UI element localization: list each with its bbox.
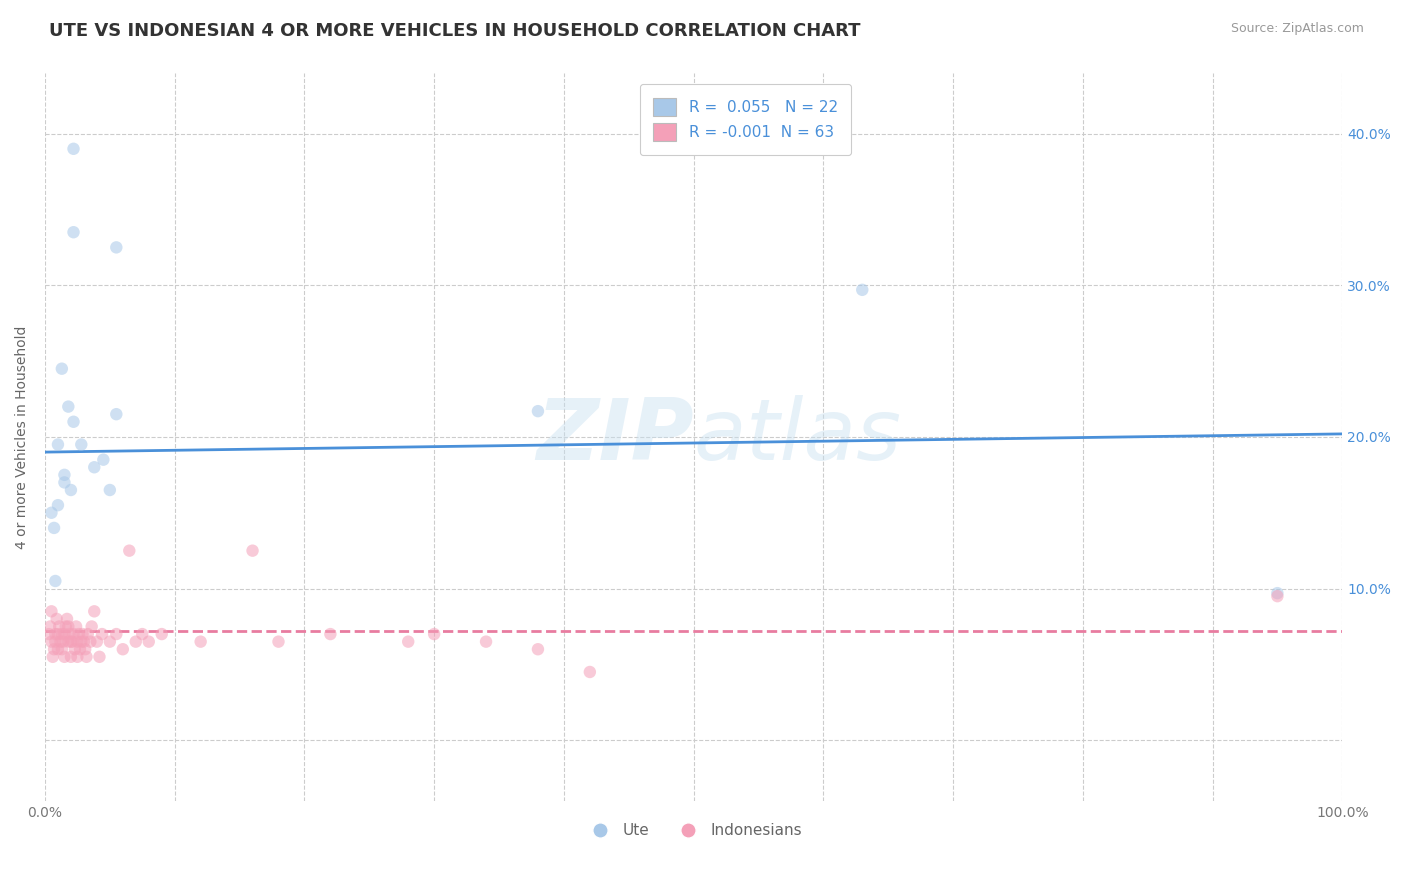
Text: Source: ZipAtlas.com: Source: ZipAtlas.com [1230, 22, 1364, 36]
Point [62, 225, 84, 239]
Point [111, 642, 134, 657]
Point [63, 642, 86, 657]
Point [42, 649, 65, 664]
Point [242, 543, 264, 558]
Point [138, 634, 160, 648]
Point [62, 627, 84, 641]
Point [423, 627, 446, 641]
Point [46, 627, 69, 641]
Point [46, 642, 69, 657]
Point [53, 467, 76, 482]
Point [59, 634, 82, 648]
Point [53, 627, 76, 641]
Point [105, 407, 128, 421]
Point [475, 634, 498, 648]
Point [51, 361, 73, 376]
Point [41, 506, 63, 520]
Point [46, 498, 69, 512]
Point [1267, 589, 1289, 603]
Point [150, 627, 173, 641]
Point [527, 404, 550, 418]
Point [62, 415, 84, 429]
Point [93, 452, 115, 467]
Point [39, 619, 62, 633]
Point [851, 283, 873, 297]
Point [75, 642, 97, 657]
Y-axis label: 4 or more Vehicles in Household: 4 or more Vehicles in Household [15, 326, 30, 549]
Point [44, 627, 66, 641]
Point [131, 627, 153, 641]
Point [66, 649, 89, 664]
Text: ZIP: ZIP [536, 395, 693, 478]
Point [579, 665, 602, 679]
Point [44, 634, 66, 648]
Point [1267, 586, 1289, 600]
Point [45, 612, 67, 626]
Point [51, 627, 73, 641]
Point [42, 642, 65, 657]
Point [91, 627, 114, 641]
Point [59, 483, 82, 497]
Legend: Ute, Indonesians: Ute, Indonesians [579, 817, 808, 844]
Point [60, 634, 83, 648]
Point [98, 634, 121, 648]
Point [52, 634, 75, 648]
Point [396, 634, 419, 648]
Point [42, 521, 65, 535]
Point [527, 642, 550, 657]
Point [190, 634, 212, 648]
Point [105, 240, 128, 254]
Point [86, 634, 108, 648]
Text: UTE VS INDONESIAN 4 OR MORE VEHICLES IN HOUSEHOLD CORRELATION CHART: UTE VS INDONESIAN 4 OR MORE VEHICLES IN … [49, 22, 860, 40]
Point [62, 142, 84, 156]
Point [70, 437, 93, 451]
Point [56, 612, 79, 626]
Point [58, 619, 80, 633]
Point [72, 627, 94, 641]
Point [55, 619, 77, 633]
Point [267, 634, 290, 648]
Point [125, 634, 148, 648]
Point [66, 634, 89, 648]
Point [65, 619, 87, 633]
Point [53, 475, 76, 490]
Point [67, 627, 90, 641]
Point [76, 627, 98, 641]
Point [319, 627, 342, 641]
Point [105, 627, 128, 641]
Point [38, 627, 60, 641]
Point [41, 604, 63, 618]
Point [41, 634, 63, 648]
Point [80, 619, 103, 633]
Point [79, 634, 101, 648]
Point [44, 574, 66, 588]
Point [49, 634, 72, 648]
Point [70, 634, 93, 648]
Point [118, 543, 141, 558]
Point [46, 437, 69, 451]
Point [69, 642, 91, 657]
Point [58, 400, 80, 414]
Point [76, 649, 98, 664]
Point [53, 649, 76, 664]
Point [48, 619, 70, 633]
Point [51, 642, 73, 657]
Point [89, 649, 111, 664]
Point [59, 627, 82, 641]
Point [73, 634, 96, 648]
Point [58, 634, 80, 648]
Point [83, 460, 105, 475]
Point [98, 483, 121, 497]
Point [59, 649, 82, 664]
Text: atlas: atlas [693, 395, 901, 478]
Point [83, 604, 105, 618]
